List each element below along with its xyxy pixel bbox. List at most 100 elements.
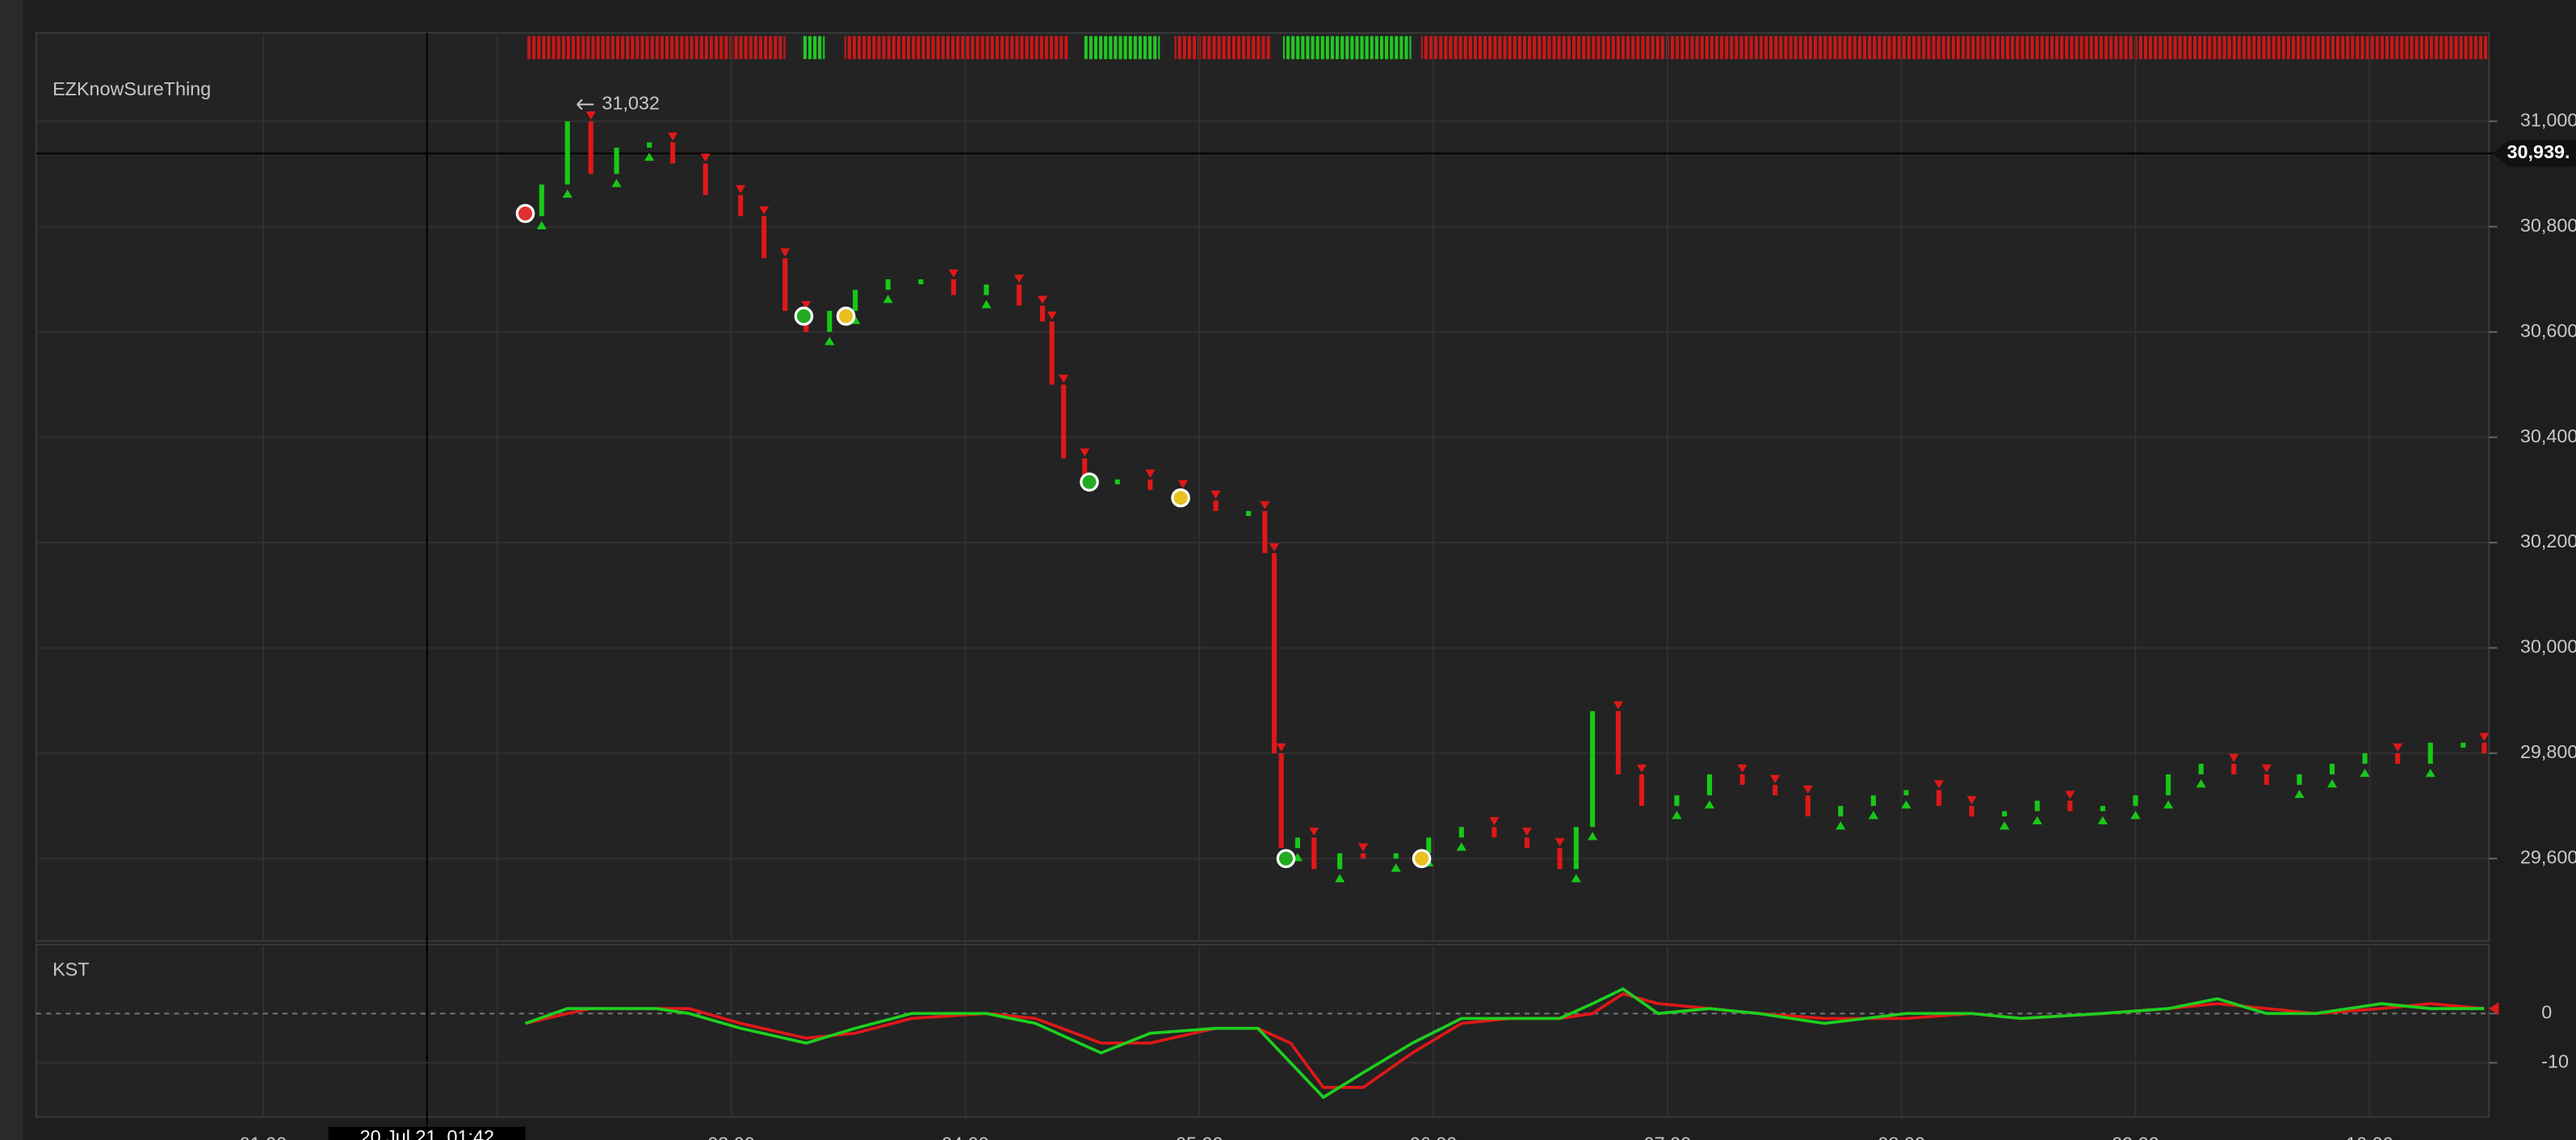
price-bar bbox=[950, 279, 956, 295]
x-tick-label: 03:00 bbox=[707, 1133, 754, 1140]
price-bar bbox=[703, 163, 708, 195]
y-tick-label: 29,800 bbox=[2520, 741, 2576, 762]
sell-arrow bbox=[1613, 701, 1624, 710]
y-tick-label: 31,000 bbox=[2520, 109, 2576, 130]
price-bar bbox=[2133, 795, 2138, 807]
sell-arrow bbox=[801, 300, 812, 310]
price-bar bbox=[1838, 806, 1844, 817]
price-bar bbox=[1426, 837, 1432, 853]
price-bar bbox=[1936, 790, 1942, 807]
buy-arrow bbox=[1704, 800, 1715, 809]
kst-line bbox=[524, 987, 2485, 1100]
buy-arrow bbox=[2425, 769, 2435, 777]
price-bar bbox=[1573, 827, 1579, 870]
x-tick-label: 08:00 bbox=[1877, 1133, 1924, 1140]
price-bar bbox=[761, 216, 767, 258]
sell-arrow bbox=[1521, 828, 1533, 836]
sell-arrow bbox=[1489, 817, 1500, 826]
sell-arrow bbox=[2229, 753, 2239, 762]
sell-arrow bbox=[1047, 311, 1057, 321]
sell-arrow bbox=[736, 185, 746, 194]
signal-marker bbox=[794, 306, 814, 326]
price-bar bbox=[1278, 752, 1284, 849]
price-bar bbox=[827, 311, 833, 333]
buy-arrow bbox=[1391, 863, 1401, 872]
y-tick-label: 30,600 bbox=[2520, 320, 2576, 341]
sell-arrow bbox=[759, 206, 770, 215]
y-tick-label: -10 bbox=[2541, 1051, 2569, 1072]
sell-arrow bbox=[1554, 838, 1565, 847]
price-bar bbox=[1706, 774, 1713, 796]
sell-arrow bbox=[1933, 780, 1945, 789]
price-bar bbox=[1337, 853, 1343, 870]
price-bar bbox=[1082, 458, 1088, 480]
sell-arrow bbox=[1357, 843, 1369, 852]
price-bar bbox=[2427, 742, 2433, 765]
buy-arrow bbox=[644, 152, 655, 161]
sidebar bbox=[0, 0, 23, 1140]
sell-arrow bbox=[1177, 480, 1189, 488]
price-bar bbox=[1016, 284, 1022, 306]
pane-title: EZKnowSureThing bbox=[52, 78, 211, 99]
price-bar bbox=[1039, 305, 1046, 322]
price-bar bbox=[738, 195, 744, 216]
price-pane bbox=[35, 31, 2490, 942]
strip-green bbox=[801, 36, 825, 60]
price-bar bbox=[1049, 321, 1055, 385]
buy-arrow bbox=[1999, 821, 2010, 830]
price-bar bbox=[2482, 742, 2487, 753]
buy-arrow bbox=[1571, 874, 1581, 882]
price-bar bbox=[1969, 806, 1974, 817]
price-bar bbox=[1246, 510, 1252, 517]
price-tag-label: 30,939. bbox=[2507, 141, 2570, 162]
buy-arrow bbox=[883, 295, 893, 304]
price-bar bbox=[1674, 795, 1680, 807]
price-bar bbox=[1393, 853, 1399, 859]
strip-green bbox=[1282, 36, 1412, 60]
price-bar bbox=[1491, 827, 1497, 838]
sell-arrow bbox=[1770, 774, 1781, 784]
sell-arrow bbox=[2393, 743, 2403, 752]
price-bar bbox=[2329, 764, 2335, 775]
x-tick-label: 07:00 bbox=[1644, 1133, 1691, 1140]
sell-arrow bbox=[1260, 501, 1270, 509]
buy-arrow bbox=[1335, 874, 1345, 882]
price-bar bbox=[1294, 837, 1300, 849]
x-tick-label: 06:00 bbox=[1410, 1133, 1457, 1140]
annotation-label: 31,032 bbox=[602, 93, 659, 114]
price-bar bbox=[2067, 800, 2073, 811]
buy-arrow bbox=[562, 189, 573, 198]
buy-arrow bbox=[1836, 821, 1846, 830]
price-bar bbox=[1590, 710, 1596, 828]
buy-arrow bbox=[1901, 800, 1911, 809]
price-bar bbox=[885, 279, 891, 290]
price-bar bbox=[2263, 774, 2269, 786]
price-bar bbox=[2100, 806, 2106, 811]
sell-arrow bbox=[1276, 743, 1286, 752]
buy-arrow bbox=[824, 337, 835, 346]
strip-red bbox=[526, 36, 786, 60]
buy-arrow bbox=[2163, 800, 2174, 809]
signal-strip bbox=[526, 36, 2488, 60]
y-tick-label: 30,800 bbox=[2520, 215, 2576, 236]
sell-arrow bbox=[2065, 790, 2075, 799]
strip-red bbox=[1174, 36, 1272, 60]
price-bar bbox=[2002, 811, 2008, 817]
price-bar bbox=[1638, 774, 1645, 807]
buy-arrow bbox=[1456, 842, 1466, 851]
price-bar bbox=[918, 279, 924, 285]
x-tick-label: 01:00 bbox=[240, 1133, 287, 1140]
y-tick-label: 30,000 bbox=[2520, 636, 2576, 657]
price-bar bbox=[2198, 764, 2204, 775]
crosshair-time-label: 20 Jul 21, 01:42 bbox=[360, 1126, 494, 1140]
price-bar bbox=[1458, 827, 1464, 838]
sell-arrow bbox=[1080, 448, 1090, 457]
sell-arrow bbox=[585, 111, 596, 120]
buy-arrow bbox=[1672, 811, 1682, 819]
price-bar bbox=[564, 121, 570, 185]
x-tick-label: 10:00 bbox=[2346, 1133, 2393, 1140]
signal-marker bbox=[1276, 849, 1296, 869]
buy-arrow bbox=[2294, 790, 2305, 798]
